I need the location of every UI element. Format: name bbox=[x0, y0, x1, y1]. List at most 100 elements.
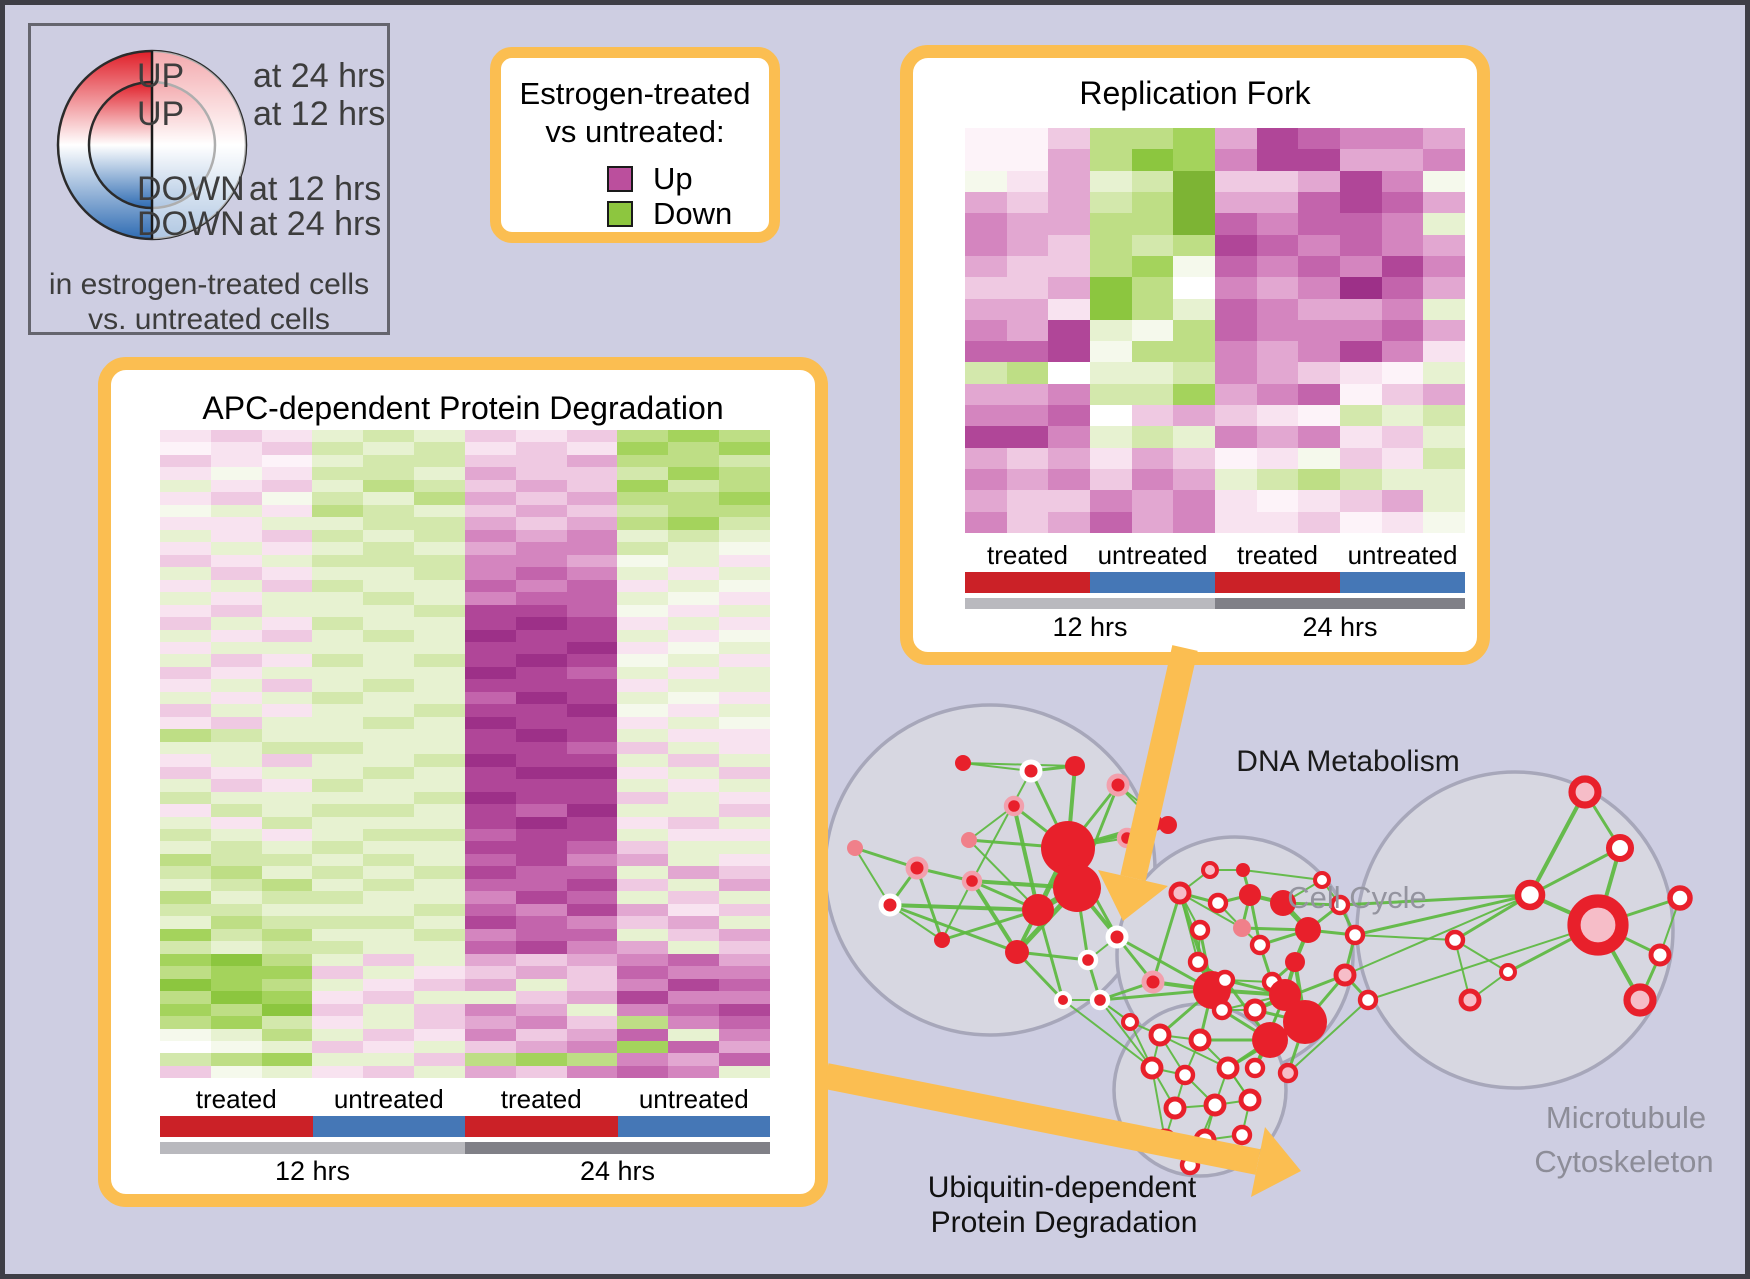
heatmap-cell bbox=[668, 1028, 720, 1041]
heatmap-cell bbox=[515, 1003, 567, 1017]
heatmap-cell bbox=[566, 953, 618, 967]
dna-metabolism-label: DNA Metabolism bbox=[1236, 745, 1460, 778]
gene-node-s bbox=[1041, 821, 1095, 875]
heatmap-cell bbox=[566, 829, 618, 842]
heatmap-cell bbox=[414, 866, 465, 879]
gene-node-rw bbox=[1667, 885, 1693, 911]
heatmap-cell bbox=[1048, 341, 1091, 363]
heatmap-cell bbox=[414, 467, 465, 480]
heatmap-cell bbox=[515, 467, 567, 480]
replication-fork-title: Replication Fork bbox=[1079, 75, 1311, 111]
heatmap-cell bbox=[719, 691, 770, 705]
heatmap-cell bbox=[160, 978, 211, 992]
heatmap-row bbox=[160, 716, 770, 730]
heatmap-cell bbox=[363, 878, 415, 892]
apc-hour-labels: 12 hrs 24 hrs bbox=[160, 1156, 770, 1188]
heatmap-cell bbox=[312, 1065, 364, 1079]
gene-node-wr bbox=[1105, 925, 1129, 949]
heatmap-cell bbox=[363, 816, 415, 829]
gene-node-s bbox=[1252, 1022, 1288, 1058]
gene-node-rw bbox=[1148, 1023, 1172, 1047]
apc-degradation-panel: APC-dependent Protein Degradation treate… bbox=[98, 357, 828, 1207]
heatmap-cell bbox=[414, 704, 465, 717]
gene-node-s bbox=[955, 755, 971, 771]
heatmap-cell bbox=[210, 592, 262, 605]
heatmap-cell bbox=[414, 654, 465, 667]
heatmap-cell bbox=[965, 213, 1007, 235]
heatmap-cell bbox=[1215, 511, 1257, 533]
treatment-group-label: untreated bbox=[1347, 540, 1458, 570]
heatmap-row bbox=[160, 1003, 770, 1017]
heatmap-row bbox=[160, 592, 770, 605]
heatmap-cell bbox=[312, 716, 364, 730]
heatmap-cell bbox=[1215, 255, 1257, 278]
heatmap-cell bbox=[1131, 149, 1174, 171]
heatmap-cell bbox=[464, 430, 516, 443]
heatmap-cell bbox=[668, 841, 720, 854]
heatmap-cell bbox=[261, 991, 313, 1004]
heatmap-cell bbox=[363, 691, 415, 705]
heatmap-cell bbox=[414, 666, 465, 680]
heatmap-cell bbox=[617, 729, 669, 742]
heatmap-cell bbox=[566, 479, 618, 493]
heatmap-cell bbox=[160, 729, 211, 742]
gene-node-s bbox=[1236, 863, 1250, 877]
time-bar-segment bbox=[160, 1142, 465, 1154]
heatmap-cell bbox=[965, 490, 1007, 512]
heatmap-cell bbox=[1298, 362, 1341, 384]
heatmap-cell bbox=[1298, 447, 1341, 469]
heatmap-row bbox=[965, 170, 1466, 192]
heatmap-cell bbox=[668, 617, 720, 630]
heatmap-cell bbox=[1381, 128, 1424, 150]
heatmap-row bbox=[160, 454, 770, 468]
time-bar-segment bbox=[1215, 598, 1465, 609]
heatmap-cell bbox=[1215, 341, 1257, 363]
heatmap-cell bbox=[210, 966, 262, 979]
heatmap-cell bbox=[210, 1065, 262, 1079]
heatmap-cell bbox=[617, 941, 669, 954]
apc-treatment-bar bbox=[160, 1116, 770, 1137]
heatmap-cell bbox=[363, 903, 415, 917]
heatmap-row bbox=[160, 916, 770, 929]
heatmap-cell bbox=[363, 779, 415, 792]
heatmap-cell bbox=[414, 1003, 465, 1017]
rf-time-bar bbox=[965, 598, 1465, 609]
heatmap-cell bbox=[1423, 213, 1466, 235]
network-edge bbox=[888, 903, 1019, 954]
heatmap-cell bbox=[1090, 191, 1132, 214]
heatmap-cell bbox=[261, 1040, 313, 1054]
heatmap-cell bbox=[261, 467, 313, 480]
heatmap-cell bbox=[414, 1065, 465, 1079]
heatmap-cell bbox=[668, 567, 720, 580]
heatmap-cell bbox=[1381, 362, 1424, 384]
heatmap-cell bbox=[1215, 234, 1257, 256]
heatmap-cell bbox=[965, 170, 1007, 192]
heatmap-cell bbox=[464, 504, 516, 518]
heatmap-cell bbox=[210, 554, 262, 568]
heatmap-cell bbox=[617, 467, 669, 480]
heatmap-cell bbox=[210, 529, 262, 543]
gene-node-rw bbox=[1187, 951, 1209, 973]
heatmap-cell bbox=[363, 504, 415, 518]
arrow-replication-fork-to-dna bbox=[1120, 645, 1198, 881]
heatmap-cell bbox=[719, 729, 770, 742]
heatmap-row bbox=[160, 991, 770, 1004]
gene-node-s bbox=[1005, 940, 1029, 964]
heatmap-row bbox=[160, 1065, 770, 1079]
heatmap-cell bbox=[566, 679, 618, 692]
heatmap-cell bbox=[668, 729, 720, 742]
heatmap-cell bbox=[1381, 277, 1424, 299]
heatmap-cell bbox=[566, 729, 618, 742]
heatmap-cell bbox=[312, 791, 364, 805]
heatmap-cell bbox=[363, 729, 415, 742]
heatmap-cell bbox=[210, 766, 262, 780]
heatmap-cell bbox=[719, 841, 770, 854]
heatmap-cell bbox=[261, 542, 313, 555]
heatmap-cell bbox=[464, 529, 516, 543]
heatmap-cell bbox=[261, 504, 313, 518]
heatmap-cell bbox=[515, 841, 567, 854]
heatmap-row bbox=[160, 816, 770, 829]
heatmap-cell bbox=[1381, 447, 1424, 469]
heatmap-row bbox=[160, 604, 770, 618]
heatmap-cell bbox=[965, 405, 1007, 427]
